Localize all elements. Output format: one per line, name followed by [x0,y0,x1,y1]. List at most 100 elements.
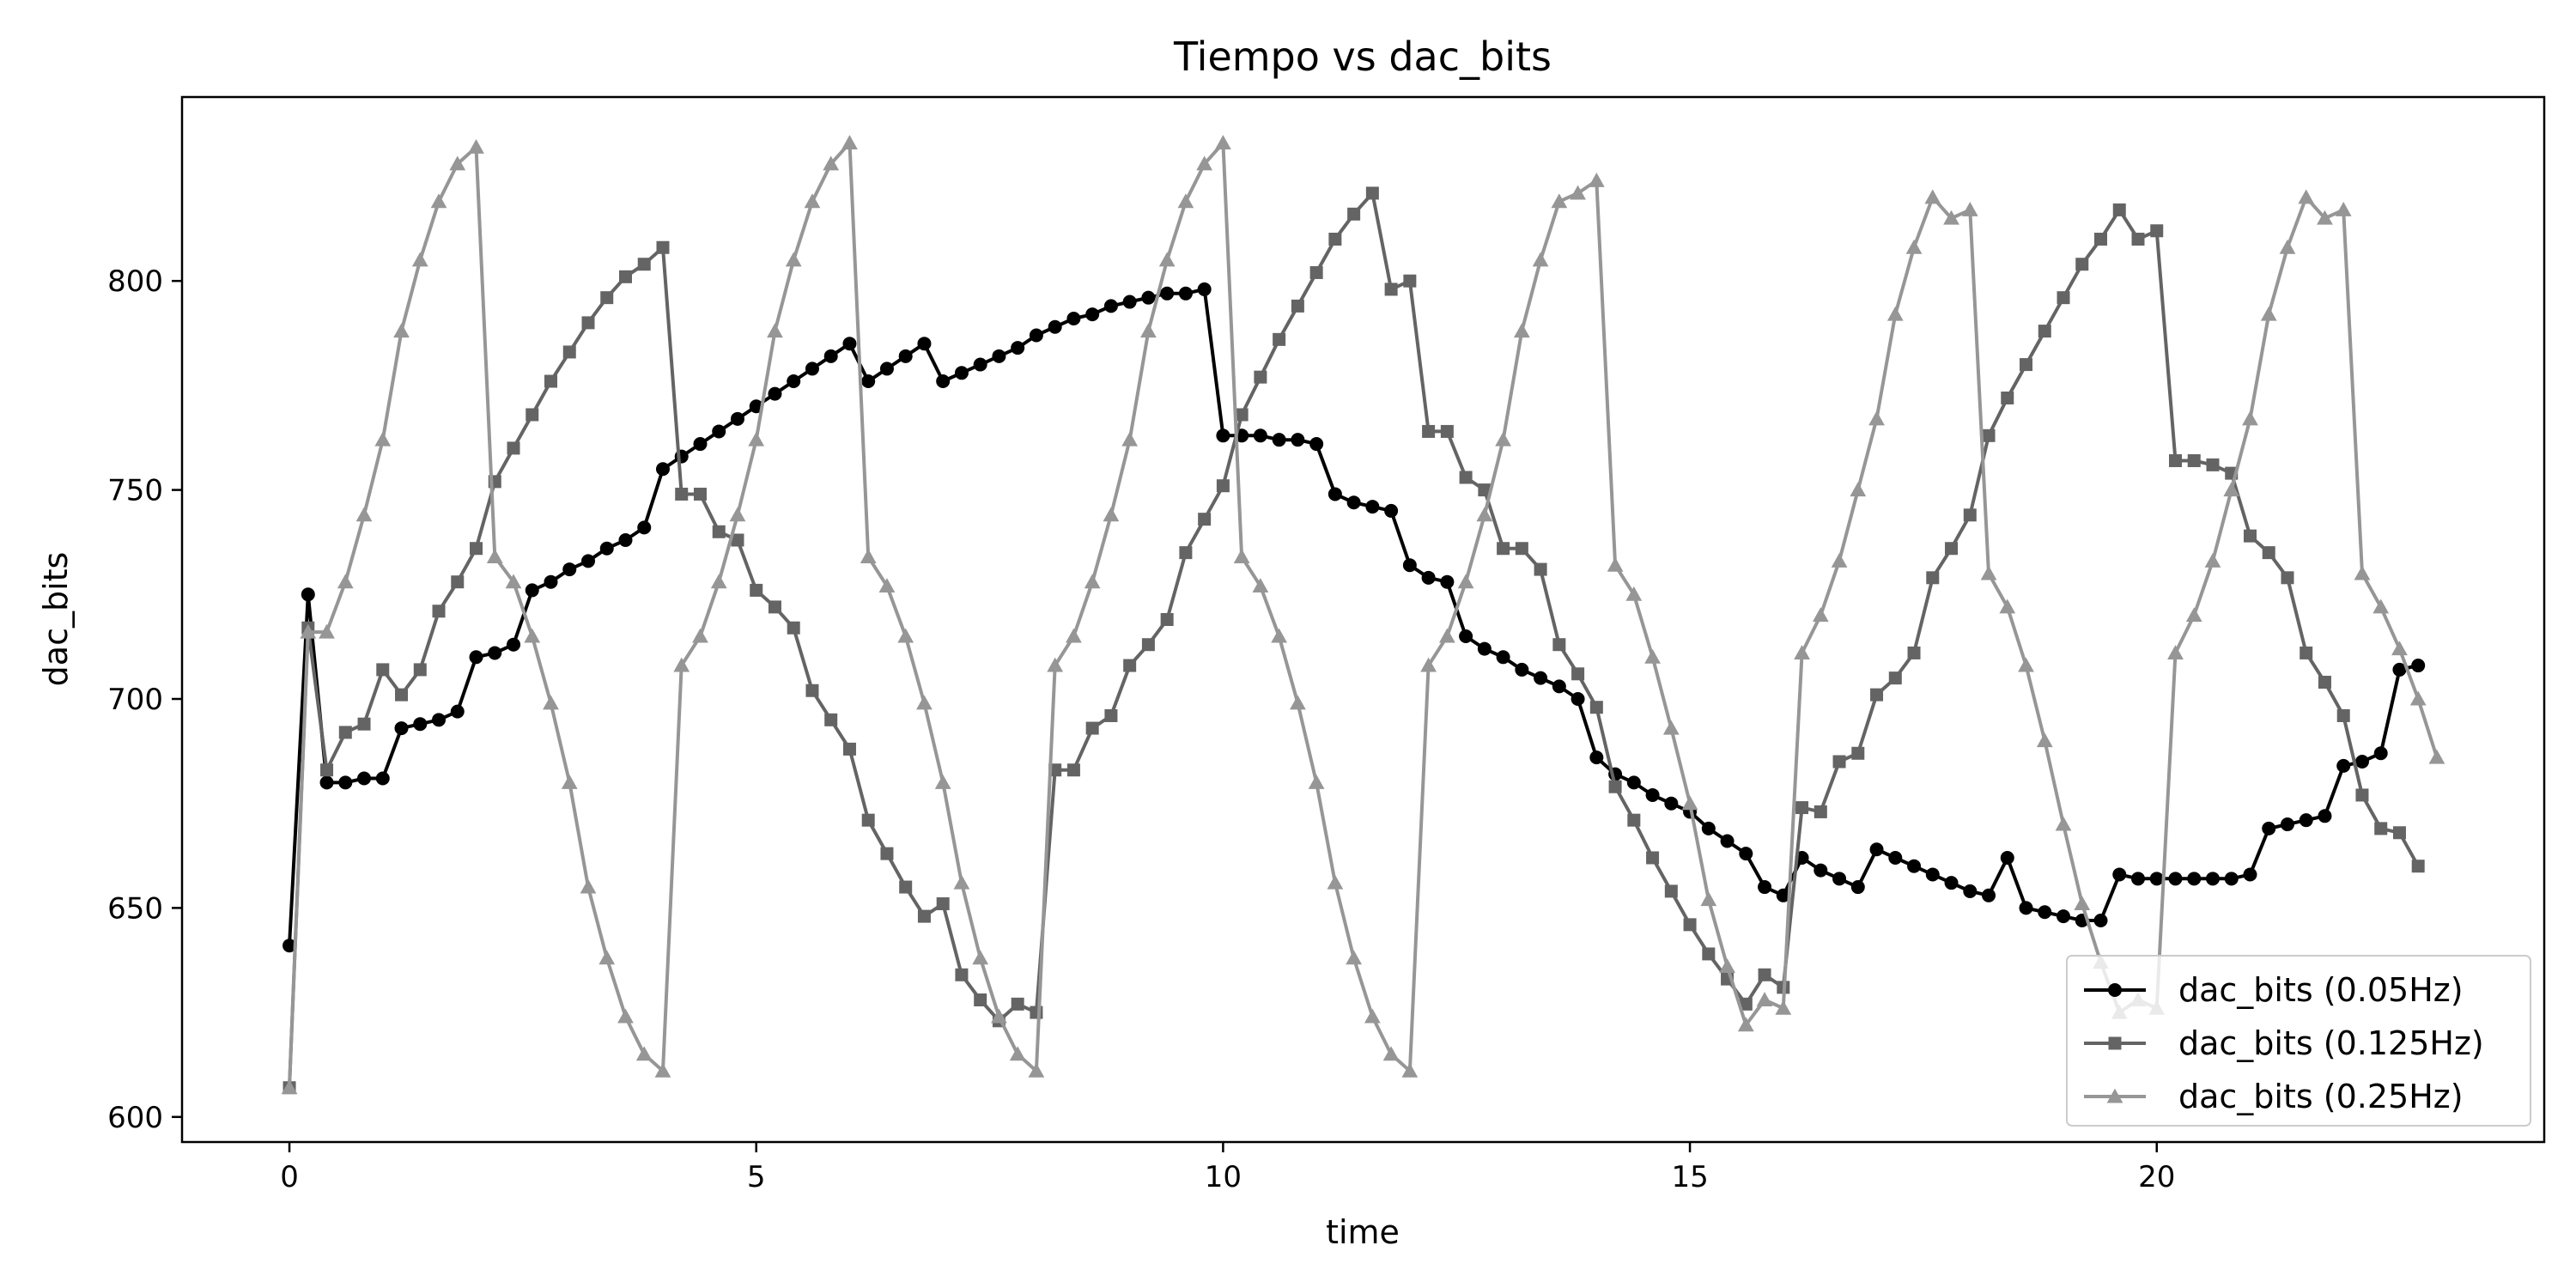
data-point [1851,746,1865,760]
data-point [693,487,707,501]
data-point [1886,306,1904,321]
data-point [1253,428,1267,443]
data-point [1945,542,1959,556]
data-point [1963,884,1978,898]
data-point [1552,679,1566,694]
data-point [2280,817,2294,832]
data-point [1924,189,1941,204]
data-point [787,621,800,635]
data-point [1009,1046,1026,1061]
data-point [1795,801,1809,815]
data-point [599,541,614,556]
data-point [1534,562,1547,576]
data-point [1291,299,1304,313]
data-point [1328,233,1342,246]
data-point [1066,312,1081,326]
data-point [692,628,708,643]
data-point [1011,997,1024,1011]
data-point [507,637,521,652]
data-point [2000,850,2014,865]
data-point [1814,863,1828,878]
legend-label: dac_bits (0.125Hz) [2178,1024,2484,1062]
data-point [655,462,670,477]
data-point [710,574,727,589]
data-point [1066,628,1082,643]
data-point [1290,695,1306,710]
data-point [1216,479,1230,493]
data-point [1085,307,1100,322]
data-point [2074,896,2091,911]
data-point [600,291,614,305]
data-point [898,349,913,363]
data-point [841,135,858,150]
data-point [2373,746,2388,761]
legend-label: dac_bits (0.05Hz) [2178,971,2464,1009]
data-point [1607,556,1624,572]
data-point [2205,872,2220,886]
data-point [2150,224,2164,238]
data-point [394,721,409,736]
data-point [1646,851,1660,865]
data-point [1644,648,1661,664]
data-point [2355,788,2369,802]
data-point [1943,210,1959,225]
data-point [2038,905,2052,920]
data-point [393,323,410,338]
y-tick-label: 800 [107,264,163,299]
data-point [712,424,726,439]
legend-marker [2108,983,2122,997]
data-point [1888,850,1903,865]
data-point [561,774,578,789]
data-point [693,437,708,452]
data-point [2354,755,2369,769]
data-point [2185,607,2202,623]
data-point [2318,809,2332,823]
data-point [1457,574,1474,589]
data-point [1681,795,1698,811]
data-point [2243,529,2257,543]
data-point [1701,821,1716,835]
data-point [1588,172,1605,187]
legend-marker [2106,1088,2123,1103]
data-point [470,542,483,556]
data-point [2336,758,2351,773]
data-point [768,386,782,401]
data-point [824,713,838,726]
data-point [1645,787,1660,802]
data-point [1440,574,1455,589]
data-point [1756,992,1773,1006]
data-point [2374,822,2388,835]
data-point [2411,659,2426,673]
data-point [731,533,744,547]
data-point [1365,500,1380,514]
data-point [750,583,763,597]
data-point [281,1079,298,1095]
data-point [1497,542,1510,556]
data-point [972,950,989,965]
data-point [878,578,896,593]
data-point [2112,203,2126,216]
data-point [1029,328,1043,343]
data-point [2262,821,2276,835]
data-point [2094,233,2108,246]
data-point [1739,997,1753,1011]
data-point [2224,872,2239,886]
data-point [376,663,390,677]
legend-box [2066,955,2531,1127]
y-tick-label: 700 [107,683,163,717]
data-point [804,193,821,209]
data-point [2243,867,2257,882]
data-point [1534,671,1548,685]
data-point [1104,708,1118,722]
data-point [2335,202,2352,216]
data-point [2318,676,2331,690]
chart-title: Tiempo vs dac_bits [1173,33,1552,80]
data-point [637,520,652,535]
data-point [1346,495,1361,510]
y-axis-label: dac_bits [37,552,75,687]
data-point [1216,428,1230,443]
data-point [1608,780,1622,793]
data-point [1401,1062,1419,1078]
data-point [955,968,969,981]
